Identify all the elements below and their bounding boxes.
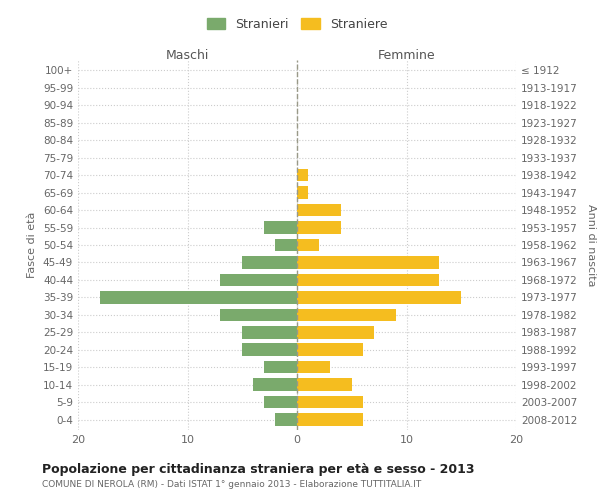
Bar <box>275 413 297 426</box>
Y-axis label: Fasce di età: Fasce di età <box>28 212 37 278</box>
Bar <box>297 291 461 304</box>
Y-axis label: Anni di nascita: Anni di nascita <box>586 204 596 286</box>
Legend: Stranieri, Straniere: Stranieri, Straniere <box>206 18 388 31</box>
Bar <box>297 238 319 252</box>
Bar <box>264 361 297 374</box>
Bar <box>100 291 297 304</box>
Bar <box>297 361 330 374</box>
Bar <box>264 396 297 408</box>
Text: COMUNE DI NEROLA (RM) - Dati ISTAT 1° gennaio 2013 - Elaborazione TUTTITALIA.IT: COMUNE DI NEROLA (RM) - Dati ISTAT 1° ge… <box>42 480 421 489</box>
Bar <box>242 256 297 268</box>
Bar <box>264 222 297 234</box>
Bar <box>297 204 341 216</box>
Bar <box>297 186 308 199</box>
Bar <box>220 308 297 321</box>
Text: Femmine: Femmine <box>377 48 436 62</box>
Bar <box>253 378 297 391</box>
Bar <box>297 396 362 408</box>
Bar <box>220 274 297 286</box>
Bar <box>275 238 297 252</box>
Bar <box>297 222 341 234</box>
Bar <box>297 378 352 391</box>
Bar <box>242 326 297 338</box>
Bar <box>242 344 297 356</box>
Bar <box>297 169 308 181</box>
Bar <box>297 344 362 356</box>
Bar <box>297 326 374 338</box>
Bar <box>297 256 439 268</box>
Text: Popolazione per cittadinanza straniera per età e sesso - 2013: Popolazione per cittadinanza straniera p… <box>42 462 475 475</box>
Bar <box>297 308 395 321</box>
Bar <box>297 274 439 286</box>
Bar <box>297 413 362 426</box>
Text: Maschi: Maschi <box>166 48 209 62</box>
